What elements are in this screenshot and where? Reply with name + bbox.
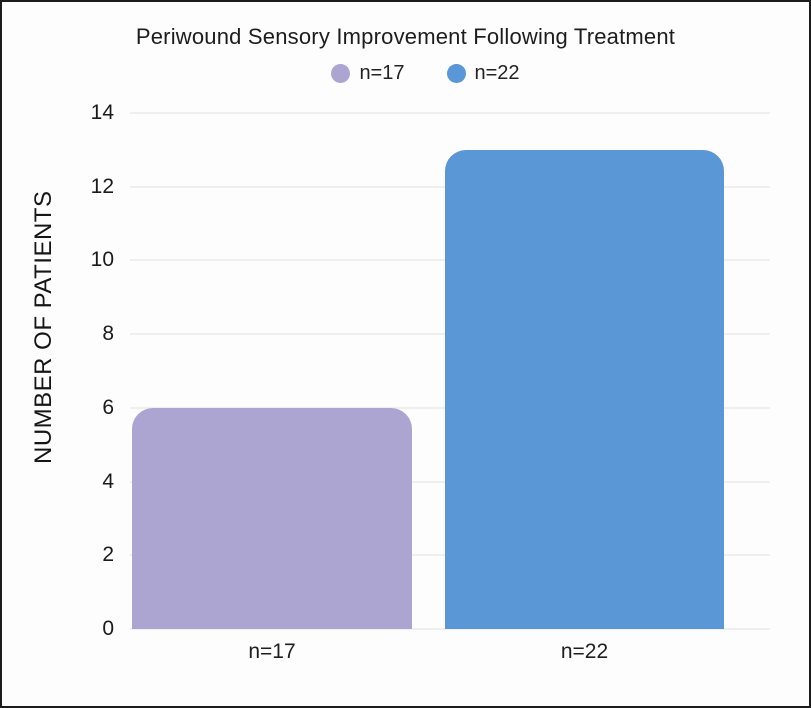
chart-title: Periwound Sensory Improvement Following … xyxy=(135,24,676,49)
bar-n=22 xyxy=(445,149,724,629)
gridline xyxy=(130,112,770,114)
x-tick-label: n=22 xyxy=(560,640,609,663)
y-tick-label: 10 xyxy=(90,248,114,272)
x-tick-label: n=17 xyxy=(248,640,296,663)
y-tick-label: 0 xyxy=(102,617,114,640)
legend-swatch-icon xyxy=(446,64,466,83)
gridline xyxy=(130,628,770,630)
legend-swatch-icon xyxy=(331,64,351,83)
bar-n=17 xyxy=(132,407,412,629)
legend-label: n=22 xyxy=(474,62,520,84)
legend-item: n=17 xyxy=(331,62,405,85)
y-tick-label: 2 xyxy=(102,543,114,567)
y-tick-label: 14 xyxy=(90,101,114,124)
legend-item: n=22 xyxy=(446,62,520,85)
y-tick-label: 8 xyxy=(102,322,114,346)
y-tick-label: 12 xyxy=(90,174,114,198)
y-tick-label: 4 xyxy=(102,469,114,493)
legend-label: n=17 xyxy=(359,62,405,84)
legend: n=17 n=22 xyxy=(22,62,809,85)
y-tick-label: 6 xyxy=(102,395,114,419)
